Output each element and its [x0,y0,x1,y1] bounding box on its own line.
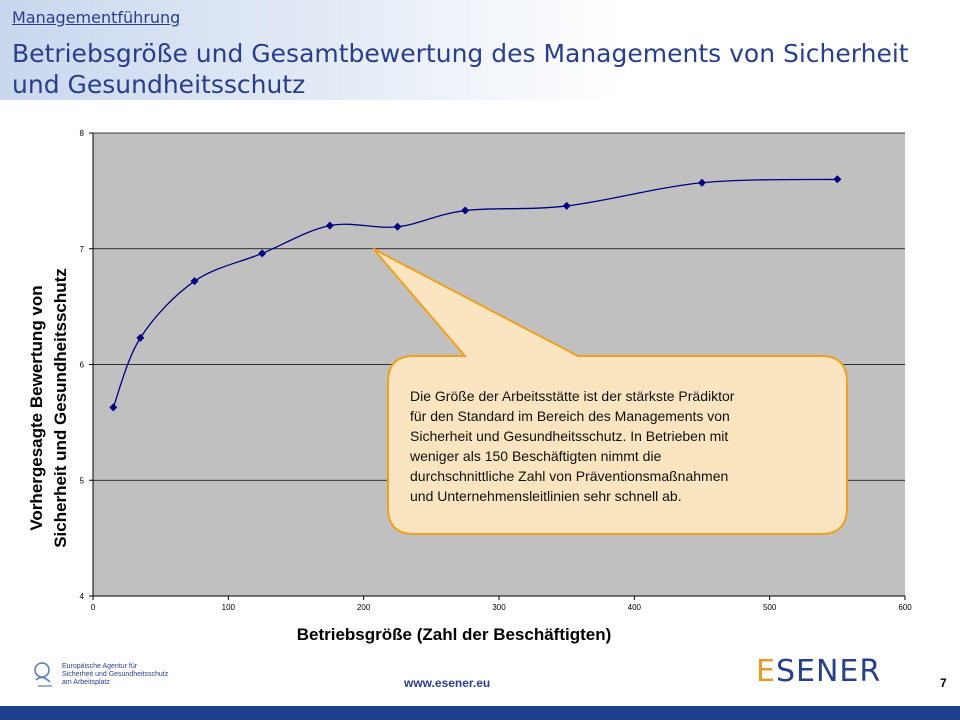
data-point [833,175,842,184]
data-point [698,178,706,187]
x-tick-labels: 0 100 200 300 400 500 600 [91,603,912,612]
y-axis-title-line: Sicherheit und Gesundheitsschutz [51,268,70,548]
callout-text: Die Größe der Arbeitsstätte ist der stär… [410,388,735,504]
esener-logo-rest: SENER [775,654,882,689]
y-axis-title: Vorhergesagte Bewertung von Sicherheit un… [27,268,70,548]
footer-url-link[interactable]: www.esener.eu [404,676,491,690]
page-number: 7 [940,676,947,690]
data-point [325,221,334,230]
data-point [258,249,267,258]
callout-bubble [372,247,848,535]
data-point [190,277,199,286]
data-point [109,403,118,412]
data-point [393,222,402,231]
esener-logo-e: E [756,654,776,689]
agency-logo-text: Europäische Agentur für Sicherheit und G… [62,663,169,686]
y-tick-label: 8 [80,129,85,138]
data-points [109,175,842,412]
data-point [461,206,470,215]
slide-title: Betriebsgröße und Gesamtbewertung des Ma… [12,39,909,99]
x-tick-label: 600 [898,603,912,612]
esener-logo: ESENER [756,654,881,689]
y-tick-label: 7 [80,245,85,254]
data-point [562,201,571,210]
x-tick-label: 500 [763,603,777,612]
section-link[interactable]: Managementführung [12,8,181,27]
axes [89,132,906,600]
y-tick-label: 5 [80,476,85,485]
series-line [112,178,838,408]
y-tick-labels: 4 5 6 7 8 [80,129,85,601]
header-band [0,0,960,100]
x-tick-label: 200 [357,603,371,612]
x-tick-label: 100 [222,603,236,612]
agency-logo-icon [34,662,52,687]
bottom-bar [0,706,960,720]
y-axis-title-line: Vorhergesagte Bewertung von [27,285,46,530]
y-tick-label: 4 [80,592,85,601]
data-point [136,333,145,342]
x-tick-label: 400 [628,603,642,612]
y-tick-label: 6 [80,361,85,370]
x-axis-title: Betriebsgröße (Zahl der Beschäftigten) [297,625,612,644]
x-tick-label: 300 [492,603,506,612]
x-tick-label: 0 [91,603,96,612]
